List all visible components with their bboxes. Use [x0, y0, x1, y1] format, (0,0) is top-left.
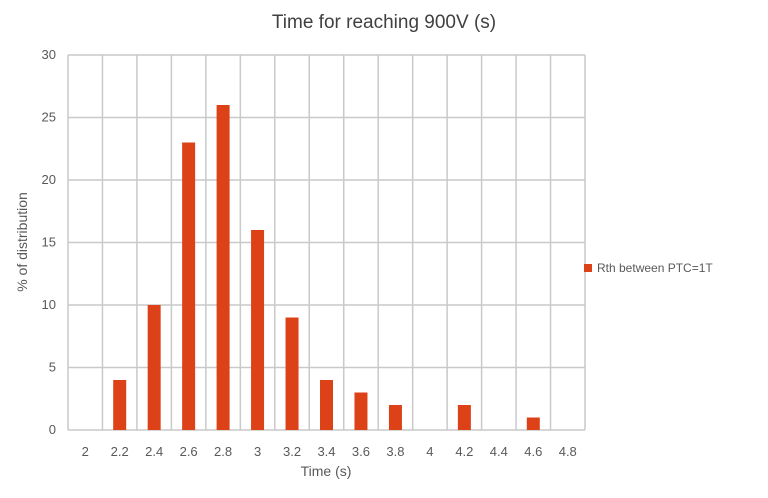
y-tick-label: 25 — [42, 110, 56, 125]
bar-2.8 — [216, 105, 230, 430]
y-tick-label: 15 — [42, 235, 56, 250]
x-tick-labels: 2 2.2 2.4 2.6 2.8 3 3.2 3.4 3.6 3.8 4 4.2 4.4 4.6 4.8 — [82, 444, 577, 459]
bars — [113, 105, 540, 430]
bar-3.6 — [354, 392, 368, 430]
bar-3 — [251, 230, 265, 430]
x-tick-label: 4.4 — [490, 444, 508, 459]
bar-2.6 — [182, 142, 196, 430]
x-tick-label: 3.2 — [283, 444, 301, 459]
x-tick-label: 2.6 — [180, 444, 198, 459]
legend-swatch — [584, 264, 592, 272]
legend: Rth between PTC=1T — [584, 261, 713, 275]
x-tick-label: 4.8 — [559, 444, 577, 459]
bar-3.8 — [388, 405, 402, 430]
y-axis-label: % of distribution — [14, 192, 30, 292]
x-tick-label: 4 — [426, 444, 433, 459]
x-tick-label: 2.2 — [111, 444, 129, 459]
y-tick-label: 10 — [42, 297, 56, 312]
x-tick-label: 4.2 — [455, 444, 473, 459]
y-tick-label: 5 — [49, 360, 56, 375]
y-tick-label: 20 — [42, 172, 56, 187]
x-tick-label: 3 — [254, 444, 261, 459]
y-tick-labels: 0 5 10 15 20 25 30 — [42, 47, 56, 437]
y-tick-label: 0 — [49, 422, 56, 437]
x-tick-label: 2.4 — [145, 444, 163, 459]
x-tick-label: 2 — [82, 444, 89, 459]
x-axis-label: Time (s) — [301, 463, 352, 479]
bar-2.4 — [147, 305, 161, 430]
x-tick-label: 3.4 — [317, 444, 335, 459]
bar-2.2 — [113, 380, 127, 430]
x-tick-label: 3.8 — [386, 444, 404, 459]
bar-4.6 — [526, 417, 540, 430]
x-tick-label: 2.8 — [214, 444, 232, 459]
bar-4.2 — [457, 405, 471, 430]
bar-3.4 — [320, 380, 333, 430]
x-tick-label: 3.6 — [352, 444, 370, 459]
gridlines — [67, 54, 586, 431]
bar-3.2 — [285, 317, 299, 430]
legend-label: Rth between PTC=1T — [597, 261, 713, 275]
x-tick-label: 4.6 — [524, 444, 542, 459]
chart-title: Time for reaching 900V (s) — [272, 12, 496, 33]
y-tick-label: 30 — [42, 47, 56, 62]
